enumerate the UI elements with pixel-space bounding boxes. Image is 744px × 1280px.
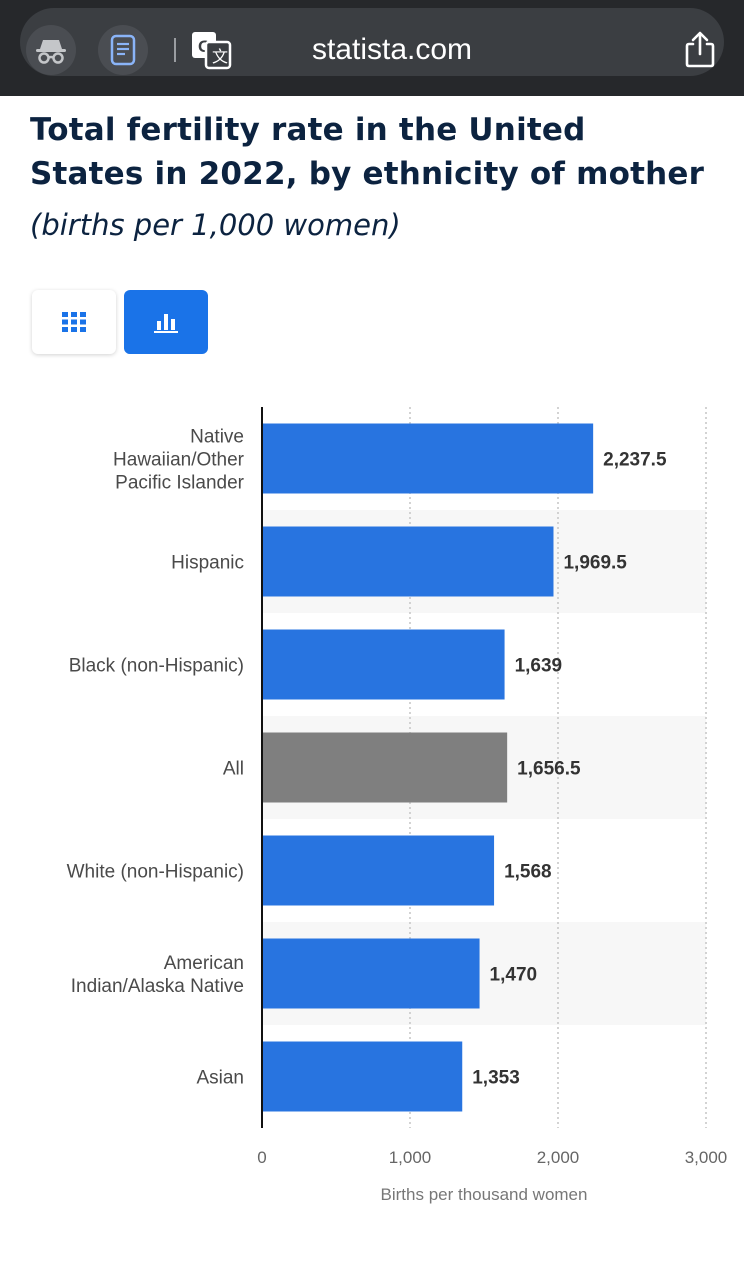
category-label: Pacific Islander — [115, 473, 245, 494]
data-label: 1,656.5 — [517, 759, 581, 780]
translate-icon[interactable]: G 文 — [190, 30, 232, 70]
category-label: Hispanic — [171, 553, 244, 574]
grid-icon — [62, 312, 86, 332]
bar — [262, 629, 505, 700]
data-label: 1,353 — [472, 1068, 520, 1089]
data-label: 2,237.5 — [603, 450, 667, 471]
category-label: White (non-Hispanic) — [67, 862, 244, 883]
browser-toolbar: G 文 statista.com — [0, 0, 744, 96]
share-icon[interactable] — [680, 30, 720, 70]
data-label: 1,969.5 — [563, 553, 627, 574]
bar — [262, 526, 554, 597]
bar — [262, 423, 594, 494]
category-label: All — [223, 759, 244, 780]
bar — [262, 835, 495, 906]
reader-icon[interactable] — [98, 25, 148, 75]
bar — [262, 732, 508, 803]
category-label: American — [164, 953, 244, 974]
bar — [262, 1041, 463, 1112]
data-label: 1,568 — [504, 862, 552, 883]
x-tick-label: 2,000 — [537, 1148, 580, 1167]
chart-view-button[interactable] — [124, 290, 208, 354]
address-bar[interactable]: G 文 statista.com — [20, 8, 724, 76]
svg-text:文: 文 — [212, 47, 228, 66]
x-tick-label: 3,000 — [685, 1148, 728, 1167]
category-label: Indian/Alaska Native — [71, 976, 244, 997]
incognito-icon[interactable] — [26, 25, 76, 75]
bar — [262, 938, 480, 1009]
chart-subtitle: (births per 1,000 women) — [30, 208, 401, 242]
category-label: Hawaiian/Other — [113, 450, 245, 471]
x-tick-label: 1,000 — [389, 1148, 432, 1167]
bar-chart-icon — [154, 314, 178, 333]
data-label: 1,639 — [515, 656, 563, 677]
url-text[interactable]: statista.com — [311, 33, 473, 66]
divider — [174, 38, 176, 62]
data-label: 1,470 — [490, 965, 538, 986]
x-axis-title: Births per thousand women — [381, 1185, 588, 1204]
table-view-button[interactable] — [32, 290, 116, 354]
x-tick-label: 0 — [257, 1148, 266, 1167]
category-label: Black (non-Hispanic) — [69, 656, 244, 677]
category-label: Native — [190, 427, 244, 448]
chart-title: Total fertility rate in the United State… — [30, 112, 705, 192]
category-label: Asian — [196, 1068, 244, 1089]
